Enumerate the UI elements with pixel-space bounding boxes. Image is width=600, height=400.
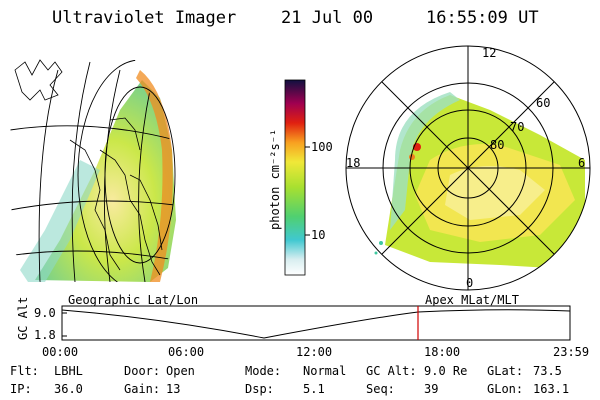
mlt-label-0: 0 bbox=[466, 276, 474, 290]
param-label-gain: Gain: bbox=[124, 382, 161, 396]
polar-aurora-outer bbox=[390, 92, 460, 230]
mlt-label-12: 12 bbox=[482, 46, 497, 60]
mlat-label-80: 80 bbox=[490, 138, 505, 152]
mlat-label-70: 70 bbox=[510, 120, 525, 134]
xtick-0000: 00:00 bbox=[42, 345, 79, 359]
colorbar-tick-10: 10 bbox=[311, 228, 326, 242]
polar-aurora-inner bbox=[445, 166, 545, 220]
param-value-glat: 73.5 bbox=[533, 364, 562, 378]
mlt-label-18: 18 bbox=[346, 156, 361, 170]
param-label-door: Door: bbox=[124, 364, 161, 378]
date-label: 21 Jul 00 bbox=[281, 8, 374, 28]
param-value-gain: 13 bbox=[166, 382, 181, 396]
xtick-0600: 06:00 bbox=[168, 345, 205, 359]
mlat-label-60: 60 bbox=[536, 96, 551, 110]
altitude-ytick-1: 1.8 bbox=[34, 328, 56, 342]
param-label-ip: IP: bbox=[10, 382, 32, 396]
param-value-glon: 163.1 bbox=[533, 382, 570, 396]
param-value-ip: 36.0 bbox=[54, 382, 83, 396]
mlt-label-6: 6 bbox=[578, 156, 586, 170]
param-value-door: Open bbox=[166, 364, 195, 378]
param-label-gcalt: GC Alt: bbox=[366, 364, 417, 378]
param-value-dsp: 5.1 bbox=[303, 382, 325, 396]
xtick-2359: 23:59 bbox=[553, 345, 590, 359]
param-value-flt: LBHL bbox=[54, 364, 83, 378]
param-label-glon: GLon: bbox=[487, 382, 524, 396]
param-label-glat: GLat: bbox=[487, 364, 524, 378]
geographic-panel-label: Geographic Lat/Lon bbox=[68, 293, 199, 307]
colorbar-tick-100: 100 bbox=[311, 140, 333, 154]
param-label-seq: Seq: bbox=[366, 382, 395, 396]
colorbar-scale bbox=[284, 79, 306, 276]
geo-aurora-low bbox=[20, 160, 100, 282]
altitude-curve bbox=[61, 309, 571, 339]
geo-aurora-band bbox=[136, 70, 173, 282]
time-label: 16:55:09 UT bbox=[426, 8, 539, 28]
apex-panel-label: Apex MLat/MLT bbox=[425, 293, 519, 307]
instrument-title: Ultraviolet Imager bbox=[52, 8, 237, 28]
param-label-flt: Flt: bbox=[10, 364, 39, 378]
altitude-ylabel: GC Alt bbox=[16, 296, 30, 340]
xtick-1200: 12:00 bbox=[296, 345, 333, 359]
param-value-mode: Normal bbox=[303, 364, 347, 378]
xtick-1800: 18:00 bbox=[424, 345, 461, 359]
altitude-ytick-9: 9.0 bbox=[34, 306, 56, 320]
param-value-seq: 39 bbox=[424, 382, 439, 396]
param-label-mode: Mode: bbox=[245, 364, 282, 378]
param-value-gcalt: 9.0 Re bbox=[424, 364, 468, 378]
param-label-dsp: Dsp: bbox=[245, 382, 274, 396]
